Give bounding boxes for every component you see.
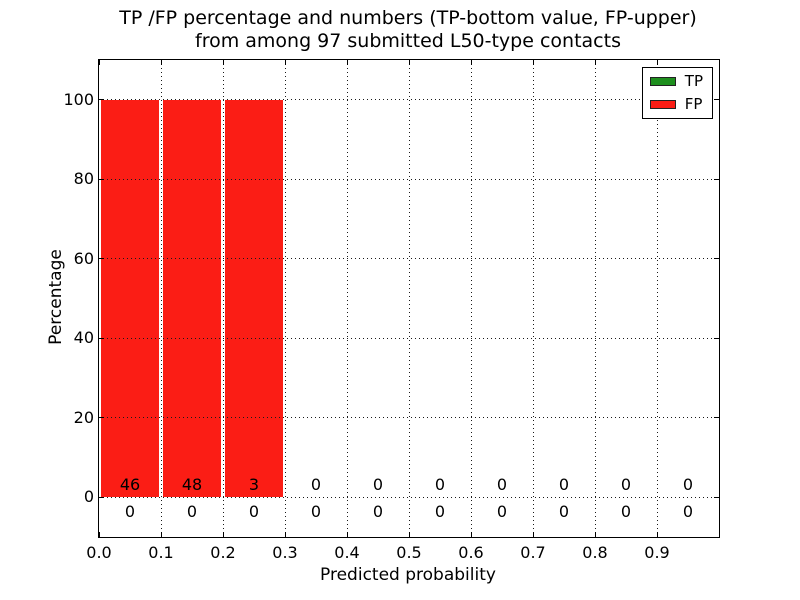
x-gridline xyxy=(532,60,534,537)
x-tick-top xyxy=(98,60,100,65)
plot-area: 0 20 40 60 80 100 0.0 0.1 0.2 0.3 0.4 0.5 0.6 0.7 0.8 0… xyxy=(63,59,720,562)
x-gridline xyxy=(222,60,224,537)
x-tick-top xyxy=(160,60,162,65)
y-tick-left xyxy=(99,496,104,498)
x-tick-label: 0.7 xyxy=(520,543,546,562)
x-tick-bottom xyxy=(532,532,534,537)
tp-count-label: 0 xyxy=(310,502,322,522)
x-tick-label: 0.4 xyxy=(334,543,360,562)
tp-count-label: 0 xyxy=(558,502,570,522)
tp-count-label: 0 xyxy=(496,502,508,522)
x-tick-bottom xyxy=(470,532,472,537)
x-gridline xyxy=(594,60,596,537)
bar-fp xyxy=(163,99,221,498)
x-tick-label: 0.2 xyxy=(210,543,236,562)
y-tick-right xyxy=(714,417,719,419)
y-tick-left xyxy=(99,258,104,260)
y-tick-label: 0 xyxy=(83,487,94,507)
x-tick-label: 0.0 xyxy=(86,543,112,562)
x-tick-label: 0.8 xyxy=(582,543,608,562)
tp-count-label: 0 xyxy=(186,502,198,522)
fp-legend-label: FP xyxy=(684,95,703,113)
tp-legend-swatch xyxy=(649,77,676,86)
fp-count-label: 0 xyxy=(682,475,694,495)
x-tick-top xyxy=(532,60,534,65)
fp-count-label: 0 xyxy=(558,475,570,495)
legend-item-tp: TP xyxy=(649,72,703,90)
x-tick-top xyxy=(346,60,348,65)
x-tick-bottom xyxy=(284,532,286,537)
x-tick-top xyxy=(222,60,224,65)
y-tick-label: 20 xyxy=(73,407,94,427)
x-gridline xyxy=(346,60,348,537)
tp-count-label: 0 xyxy=(434,502,446,522)
x-gridline xyxy=(284,60,286,537)
x-tick-bottom xyxy=(408,532,410,537)
x-gridline xyxy=(160,60,162,537)
fp-legend-swatch xyxy=(649,100,676,109)
x-tick-label: 0.9 xyxy=(644,543,670,562)
y-tick-right xyxy=(714,178,719,180)
x-tick-top xyxy=(656,60,658,65)
x-tick-bottom xyxy=(656,532,658,537)
fp-count-label: 46 xyxy=(119,475,141,495)
tp-count-label: 0 xyxy=(372,502,384,522)
x-tick-label: 0.5 xyxy=(396,543,422,562)
x-tick-top xyxy=(594,60,596,65)
chart-title-line1: TP /FP percentage and numbers (TP-bottom… xyxy=(119,7,697,29)
y-tick-left xyxy=(99,417,104,419)
bar-fp xyxy=(101,99,159,498)
fp-count-label: 0 xyxy=(620,475,632,495)
y-tick-right xyxy=(714,337,719,339)
y-tick-right xyxy=(714,496,719,498)
x-tick-label: 0.1 xyxy=(148,543,174,562)
tp-count-label: 0 xyxy=(248,502,260,522)
chart-title: TP /FP percentage and numbers (TP-bottom… xyxy=(98,7,718,53)
y-tick-label: 60 xyxy=(73,248,94,268)
y-tick-label: 100 xyxy=(63,89,94,109)
x-axis-label: Predicted probability xyxy=(320,565,496,585)
fp-count-label: 0 xyxy=(310,475,322,495)
y-tick-left xyxy=(99,99,104,101)
y-tick-right xyxy=(714,99,719,101)
y-tick-left xyxy=(99,178,104,180)
y-tick-left xyxy=(99,337,104,339)
y-tick-right xyxy=(714,258,719,260)
x-tick-top xyxy=(470,60,472,65)
tp-legend-label: TP xyxy=(684,72,703,90)
x-tick-label: 0.3 xyxy=(272,543,298,562)
y-tick-label: 80 xyxy=(73,169,94,189)
chart-title-line2: from among 97 submitted L50-type contact… xyxy=(195,30,621,52)
x-gridline xyxy=(470,60,472,537)
y-tick-label: 40 xyxy=(73,328,94,348)
x-tick-label: 0.6 xyxy=(458,543,484,562)
x-tick-bottom xyxy=(346,532,348,537)
bar-fp xyxy=(225,99,283,498)
fp-count-label: 48 xyxy=(181,475,203,495)
x-tick-bottom xyxy=(98,532,100,537)
fp-count-label: 0 xyxy=(434,475,446,495)
legend: TP FP xyxy=(641,67,713,119)
fp-count-label: 0 xyxy=(496,475,508,495)
x-gridline xyxy=(408,60,410,537)
x-tick-top xyxy=(408,60,410,65)
tp-count-label: 0 xyxy=(124,502,136,522)
tp-count-label: 0 xyxy=(682,502,694,522)
x-tick-top xyxy=(284,60,286,65)
y-axis-label: Percentage xyxy=(46,249,66,345)
x-tick-bottom xyxy=(594,532,596,537)
x-tick-bottom xyxy=(222,532,224,537)
x-tick-bottom xyxy=(160,532,162,537)
x-gridline xyxy=(656,60,658,537)
fp-count-label: 3 xyxy=(248,475,260,495)
fp-count-label: 0 xyxy=(372,475,384,495)
legend-item-fp: FP xyxy=(649,95,703,113)
tp-count-label: 0 xyxy=(620,502,632,522)
